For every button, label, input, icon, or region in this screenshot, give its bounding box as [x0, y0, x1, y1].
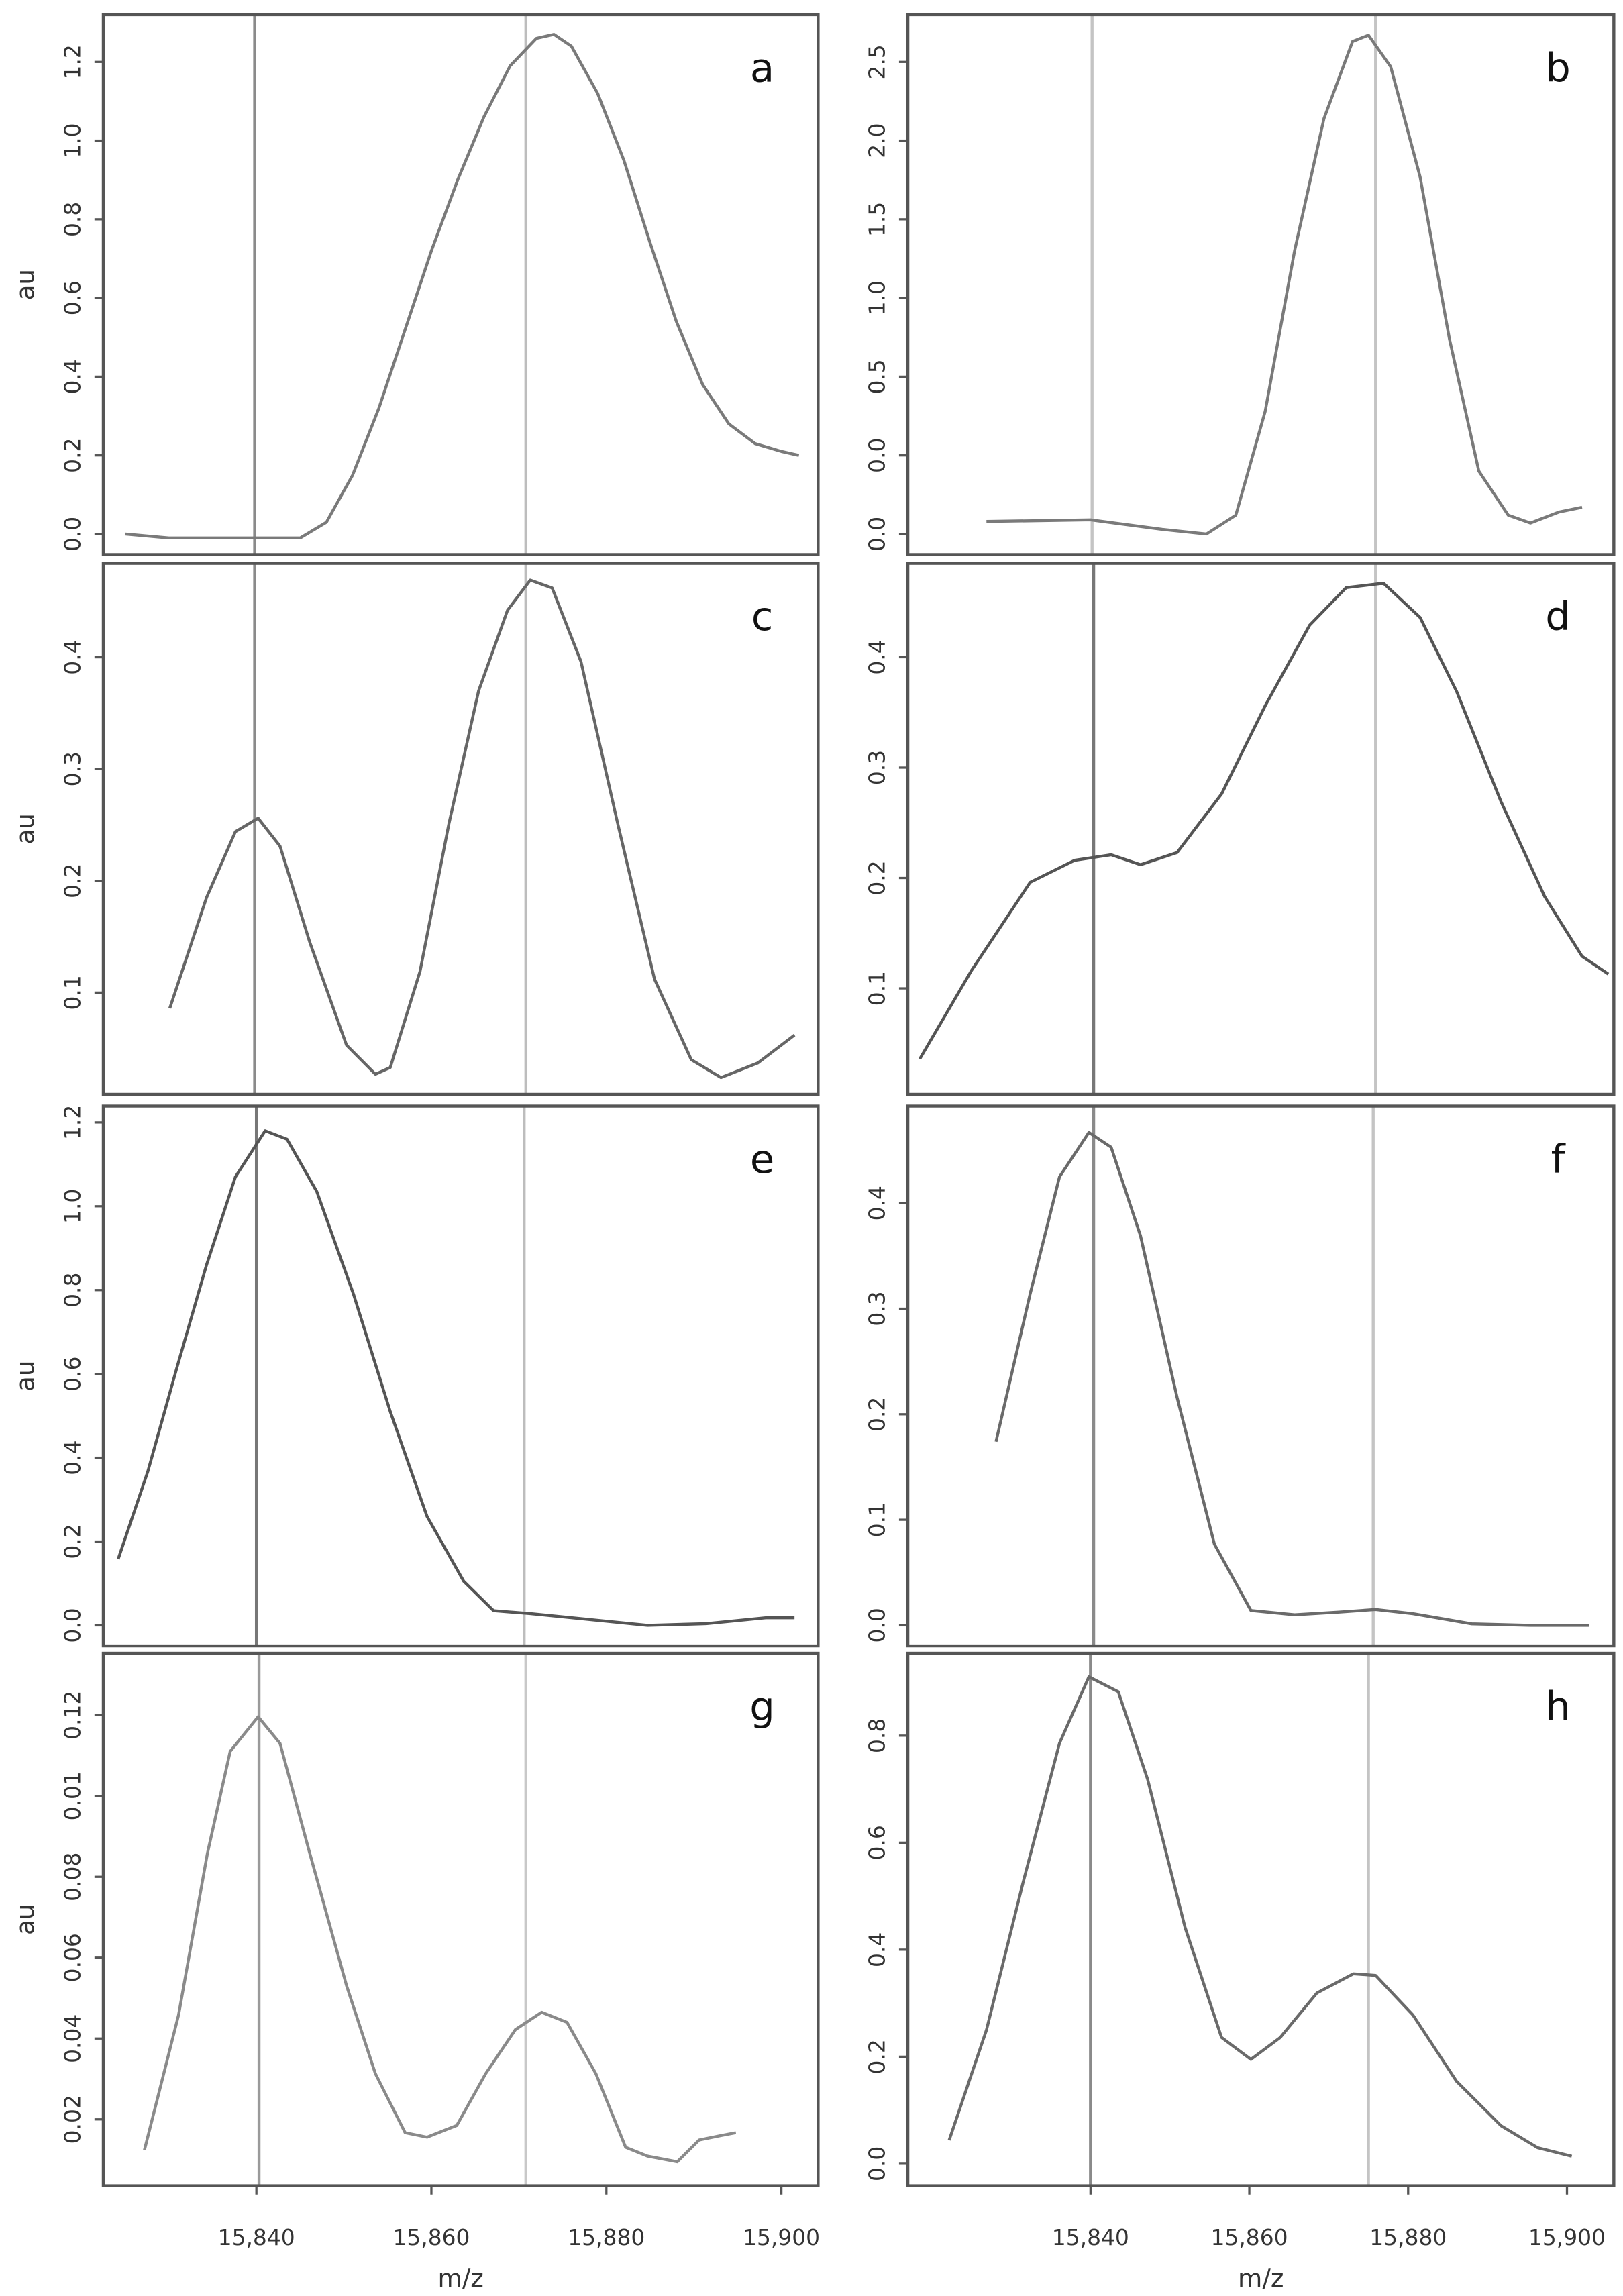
x-tick-label: 15,860	[392, 2224, 470, 2250]
x-tick-label: 15,840	[1052, 2224, 1129, 2250]
y-tick-label: 0.4	[60, 1440, 86, 1475]
y-tick-label: 0.8	[864, 1718, 890, 1753]
x-tick-label: 15,900	[1528, 2224, 1606, 2250]
panel: 0.1 0.2 0.3 0.4 au c	[10, 562, 820, 1096]
plot-frame	[101, 562, 820, 1096]
y-tick-label: 0.8	[60, 202, 86, 237]
y-tick-label: 0.4	[864, 1186, 890, 1220]
y-tick-label: 1.5	[864, 202, 890, 237]
y-tick-label: 0.6	[60, 280, 86, 315]
y-tick-label: 0.2	[60, 438, 86, 473]
plot-frame	[101, 13, 820, 556]
x-axis-label: m/z	[1238, 2263, 1284, 2293]
y-tick-label: 0.0	[60, 517, 86, 552]
curve	[986, 34, 1583, 536]
y-axis-label: au	[10, 1904, 40, 1935]
y-tick-label: 0.1	[864, 971, 890, 1006]
y-tick-label: 0.4	[864, 639, 890, 674]
panel-label: g	[749, 1683, 775, 1729]
y-tick-label: 1.2	[60, 1105, 86, 1140]
x-tick-label: 15,840	[218, 2224, 295, 2250]
y-tick-label: 0.06	[60, 1933, 86, 1982]
panel-label: e	[750, 1136, 774, 1182]
y-tick-label: 0.2	[864, 860, 890, 895]
x-axis-label: m/z	[437, 2263, 483, 2293]
plot-frame	[101, 1651, 820, 2187]
panel: 0.0 0.0 0.5 1.0 1.5 2.0 2.5 b	[864, 13, 1616, 556]
curve	[143, 1715, 737, 2164]
panel-label: b	[1545, 44, 1571, 91]
y-tick-label: 0.0	[60, 1608, 86, 1642]
y-tick-label: 0.0	[864, 2146, 890, 2181]
x-tick-label: 15,860	[1211, 2224, 1288, 2250]
panel: 0.0 0.2 0.4 0.6 0.8 1.0 1.2 au a	[10, 13, 820, 556]
panel-label: h	[1545, 1683, 1571, 1729]
y-tick-label: 0.2	[60, 1524, 86, 1559]
y-tick-label: 0.6	[60, 1357, 86, 1392]
y-tick-label: 0.1	[60, 975, 86, 1010]
y-axis-label: au	[10, 1361, 40, 1392]
y-axis-label: au	[10, 813, 40, 844]
curve	[994, 1131, 1589, 1627]
y-tick-label: 0.4	[864, 1932, 890, 1967]
y-tick-label: 0.3	[60, 751, 86, 786]
plot-frame	[906, 13, 1616, 556]
curve	[918, 582, 1610, 1060]
y-tick-label: 0.0	[864, 438, 890, 473]
y-tick-label: 2.0	[864, 123, 890, 158]
y-tick-label: 0.3	[864, 750, 890, 785]
panel-label: d	[1545, 593, 1571, 639]
panel: 0.0 0.2 0.4 0.6 0.8 1.0 1.2 au e	[10, 1104, 820, 1648]
curve	[168, 578, 796, 1080]
y-tick-label: 2.5	[864, 44, 890, 79]
panel: 0.1 0.2 0.3 0.4 d	[864, 562, 1616, 1096]
panel: 0.0 0.1 0.2 0.3 0.4 f	[864, 1104, 1616, 1648]
y-tick-label: 0.6	[864, 1825, 890, 1860]
plot-frame	[906, 562, 1616, 1096]
y-tick-label: 0.02	[60, 2095, 86, 2144]
y-tick-label: 0.4	[60, 639, 86, 674]
y-tick-label: 1.0	[60, 1189, 86, 1224]
y-tick-label: 1.0	[864, 280, 890, 315]
y-tick-label: 0.3	[864, 1291, 890, 1326]
y-tick-label: 0.1	[864, 1502, 890, 1537]
panel: 0.0 0.2 0.4 0.6 0.8 15,840 15,860 15,880 15,900 m…	[864, 1651, 1616, 2293]
plot-frame	[906, 1104, 1616, 1648]
y-tick-label: 0.01	[60, 1771, 86, 1820]
y-tick-label: 0.04	[60, 2014, 86, 2063]
y-tick-label: 0.5	[864, 359, 890, 394]
y-tick-label: 0.8	[60, 1273, 86, 1308]
curve	[947, 1675, 1573, 2158]
panel-label: f	[1551, 1136, 1566, 1182]
panel-label: a	[750, 44, 774, 91]
y-tick-label: 1.2	[60, 44, 86, 79]
y-tick-label: 0.4	[60, 359, 86, 394]
y-tick-label: 0.08	[60, 1853, 86, 1901]
y-tick-label: 0.0	[864, 1608, 890, 1642]
y-tick-label: 0.2	[60, 864, 86, 898]
curve	[125, 33, 800, 540]
x-tick-label: 15,880	[568, 2224, 645, 2250]
plot-frame	[906, 1651, 1616, 2187]
y-tick-label: 0.12	[60, 1691, 86, 1740]
x-tick-label: 15,880	[1369, 2224, 1447, 2250]
panel-label: c	[751, 593, 774, 639]
x-tick-label: 15,900	[743, 2224, 820, 2250]
panel: 0.02 0.04 0.06 0.08 0.01 0.12 15,840 15,860 15,8…	[10, 1651, 820, 2293]
y-tick-label: 0.2	[864, 2039, 890, 2074]
y-tick-label: 1.0	[60, 123, 86, 158]
y-axis-label: au	[10, 269, 40, 300]
y-tick-label: 0.0	[864, 517, 890, 552]
plot-frame	[101, 1104, 820, 1648]
curve	[117, 1129, 795, 1627]
y-tick-label: 0.2	[864, 1397, 890, 1432]
